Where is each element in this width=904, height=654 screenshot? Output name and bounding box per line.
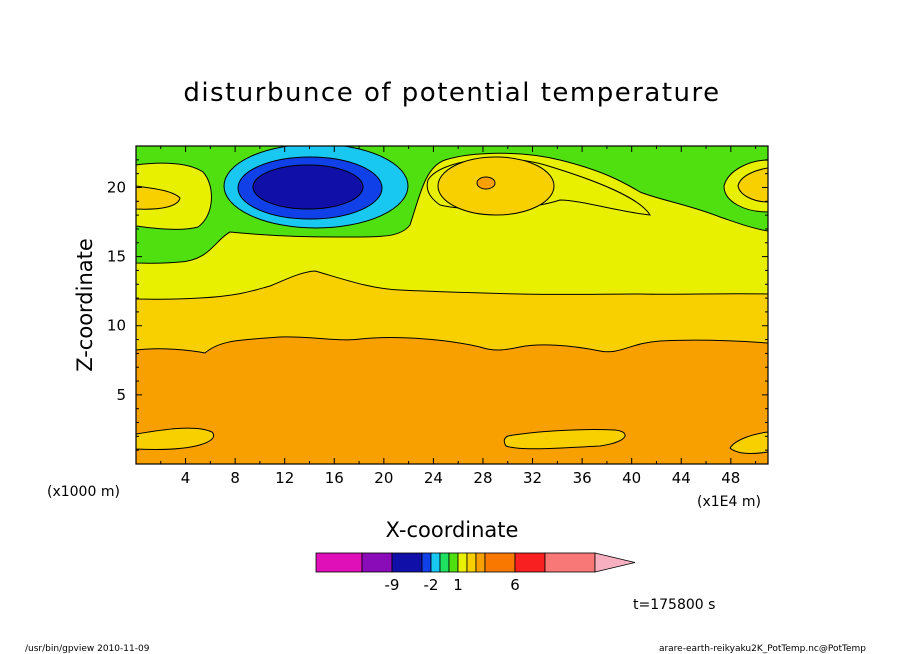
colorbar-segment xyxy=(391,552,423,573)
x-tick-label: 24 xyxy=(424,469,443,487)
x-unit-note: (x1000 m) xyxy=(47,484,120,500)
colorbar-segment xyxy=(448,552,459,573)
y-tick-label: 20 xyxy=(107,178,126,196)
x-tick-label: 44 xyxy=(672,469,691,487)
contour-field xyxy=(136,146,768,464)
colorbar-segment xyxy=(544,552,596,573)
y-tick-label: 10 xyxy=(107,317,126,335)
x-tick-label: 36 xyxy=(573,469,592,487)
contour-patch-low-left xyxy=(136,427,215,450)
colorbar-segment xyxy=(457,552,468,573)
x-axis-label: X-coordinate xyxy=(386,518,519,542)
chart-title: disturbunce of potential temperature xyxy=(183,78,720,108)
x-scale-note: (x1E4 m) xyxy=(697,494,761,510)
time-label: t=175800 s xyxy=(633,597,715,613)
colorbar-segment xyxy=(484,552,516,573)
colorbar-label: 1 xyxy=(453,576,463,594)
x-tick-label: 12 xyxy=(275,469,294,487)
colorbar-segment xyxy=(315,552,363,573)
colorbar-segment xyxy=(466,552,477,573)
colorbar-label: 6 xyxy=(510,576,520,594)
contour-patch-low-mid xyxy=(503,428,626,450)
footer-left: /usr/bin/gpview 2010-11-09 xyxy=(25,644,150,654)
x-tick-label: 32 xyxy=(523,469,542,487)
y-axis: 5 10 15 20 xyxy=(107,159,768,451)
colorbar-segment xyxy=(475,552,486,573)
x-tick-label: 16 xyxy=(325,469,344,487)
y-tick-label: 5 xyxy=(116,386,126,404)
x-tick-label: 8 xyxy=(230,469,240,487)
x-tick-label: 28 xyxy=(473,469,492,487)
contour-core-right xyxy=(737,167,768,203)
colorbar-segment xyxy=(430,552,441,573)
colorbar: -9 -2 1 6 xyxy=(315,552,636,594)
colorbar-segment xyxy=(421,552,432,573)
x-tick-label: 40 xyxy=(622,469,641,487)
footer-right: arare-earth-reikyaku2K_PotTemp.nc@PotTem… xyxy=(659,644,866,654)
x-tick-label: 4 xyxy=(181,469,191,487)
x-tick-label: 20 xyxy=(374,469,393,487)
contour-warm-peak xyxy=(476,176,496,190)
contour-patch-low-right xyxy=(729,431,768,454)
plot-frame xyxy=(135,145,769,465)
colorbar-segment xyxy=(439,552,450,573)
y-axis-label: Z-coordinate xyxy=(73,238,97,372)
colorbar-segment xyxy=(361,552,393,573)
contour-core-left xyxy=(136,185,181,210)
colorbar-segment xyxy=(514,552,546,573)
colorbar-label: -9 xyxy=(385,576,400,594)
y-tick-label: 15 xyxy=(107,248,126,266)
x-tick-label: 48 xyxy=(721,469,740,487)
contour-warm-center xyxy=(437,156,555,216)
x-axis: 4 8 12 16 20 24 28 32 36 40 44 48 xyxy=(160,146,757,487)
colorbar-arrow xyxy=(594,552,636,573)
colorbar-label: -2 xyxy=(424,576,439,594)
contour-cold-core xyxy=(252,164,364,210)
